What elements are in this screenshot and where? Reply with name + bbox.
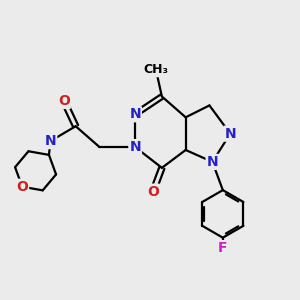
Text: O: O — [58, 94, 70, 108]
Text: N: N — [129, 140, 141, 154]
Text: O: O — [16, 180, 28, 194]
Text: N: N — [45, 134, 56, 148]
Text: N: N — [224, 127, 236, 141]
Text: O: O — [147, 184, 159, 199]
Text: N: N — [207, 155, 218, 169]
Text: CH₃: CH₃ — [143, 63, 168, 76]
Text: N: N — [129, 107, 141, 121]
Text: F: F — [218, 241, 228, 255]
